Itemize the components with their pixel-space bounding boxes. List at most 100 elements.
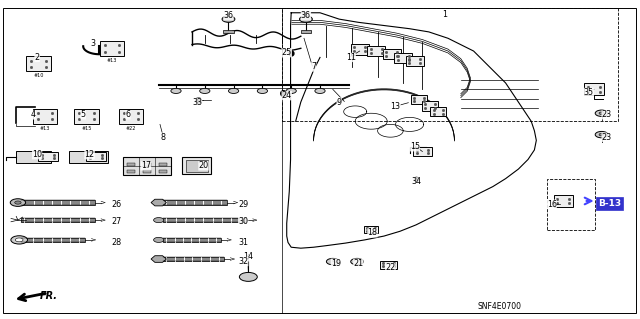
Text: 15: 15 bbox=[410, 142, 420, 151]
Text: 4: 4 bbox=[31, 110, 36, 119]
Text: 9: 9 bbox=[337, 98, 342, 107]
Text: 24: 24 bbox=[282, 91, 292, 100]
Text: 3: 3 bbox=[90, 39, 95, 48]
Text: 33: 33 bbox=[192, 98, 202, 107]
Bar bbox=[74, 109, 99, 124]
Bar bbox=[554, 195, 573, 207]
Bar bbox=[69, 151, 108, 163]
Text: 20: 20 bbox=[198, 161, 209, 170]
Text: #15: #15 bbox=[81, 126, 92, 131]
Text: FR.: FR. bbox=[40, 291, 58, 301]
Text: 28: 28 bbox=[111, 238, 122, 247]
Bar bbox=[163, 257, 224, 261]
Bar bbox=[431, 107, 447, 116]
Text: 2: 2 bbox=[35, 53, 40, 62]
Circle shape bbox=[599, 133, 604, 136]
Bar bbox=[367, 46, 385, 56]
Text: 16: 16 bbox=[547, 200, 557, 209]
Bar bbox=[123, 157, 171, 175]
Circle shape bbox=[11, 236, 28, 244]
Bar bbox=[21, 201, 95, 205]
Bar bbox=[127, 163, 135, 166]
Circle shape bbox=[351, 258, 364, 265]
Text: 6: 6 bbox=[125, 110, 131, 119]
Bar bbox=[182, 157, 211, 174]
Bar bbox=[412, 95, 428, 104]
Bar bbox=[584, 83, 604, 95]
Circle shape bbox=[595, 110, 608, 116]
Bar bbox=[119, 109, 143, 124]
Circle shape bbox=[257, 88, 268, 93]
Bar bbox=[422, 101, 438, 111]
Text: 8: 8 bbox=[161, 133, 166, 142]
Text: 14: 14 bbox=[243, 252, 253, 261]
Bar bbox=[21, 218, 95, 222]
Text: #10: #10 bbox=[33, 73, 44, 78]
Bar bbox=[16, 151, 51, 163]
Bar bbox=[21, 238, 85, 242]
Bar bbox=[547, 179, 595, 230]
Bar bbox=[159, 163, 167, 166]
Text: 36: 36 bbox=[223, 11, 234, 20]
Text: 10: 10 bbox=[32, 150, 42, 159]
Bar bbox=[301, 30, 311, 33]
Text: 27: 27 bbox=[111, 217, 122, 226]
Circle shape bbox=[239, 272, 257, 281]
Text: 13: 13 bbox=[390, 102, 401, 111]
Bar bbox=[38, 152, 58, 161]
Text: 23: 23 bbox=[602, 133, 612, 142]
Bar bbox=[26, 56, 51, 71]
Circle shape bbox=[171, 88, 181, 93]
Text: 11: 11 bbox=[346, 53, 356, 62]
Text: 26: 26 bbox=[111, 200, 122, 209]
Circle shape bbox=[228, 88, 239, 93]
Text: 19: 19 bbox=[331, 259, 341, 268]
Text: 12: 12 bbox=[84, 150, 95, 159]
Polygon shape bbox=[151, 256, 166, 262]
Text: 21: 21 bbox=[353, 259, 364, 268]
Circle shape bbox=[286, 88, 296, 93]
Bar bbox=[163, 201, 227, 205]
Bar bbox=[143, 170, 151, 173]
Circle shape bbox=[326, 258, 339, 265]
Circle shape bbox=[154, 218, 164, 223]
Text: 23: 23 bbox=[602, 110, 612, 119]
Text: 7: 7 bbox=[311, 63, 316, 71]
Polygon shape bbox=[151, 199, 166, 206]
Circle shape bbox=[599, 112, 604, 115]
Bar bbox=[364, 226, 378, 233]
Bar bbox=[163, 238, 221, 242]
Circle shape bbox=[15, 201, 21, 204]
Bar bbox=[86, 152, 106, 161]
Text: B-13: B-13 bbox=[598, 199, 621, 208]
Bar bbox=[351, 44, 369, 55]
Bar bbox=[163, 218, 246, 222]
Text: 18: 18 bbox=[367, 228, 378, 237]
Circle shape bbox=[222, 16, 235, 22]
Circle shape bbox=[10, 199, 26, 206]
Text: 34: 34 bbox=[411, 177, 421, 186]
Bar bbox=[127, 170, 135, 173]
Bar bbox=[282, 8, 618, 121]
Bar bbox=[223, 30, 234, 33]
Text: 30: 30 bbox=[238, 217, 248, 226]
Text: 32: 32 bbox=[238, 257, 248, 266]
Bar bbox=[186, 160, 208, 172]
Bar bbox=[413, 147, 432, 156]
Text: #13: #13 bbox=[40, 126, 50, 131]
Circle shape bbox=[595, 131, 608, 138]
Text: 1: 1 bbox=[442, 10, 447, 19]
Bar bbox=[394, 53, 412, 63]
Text: 17: 17 bbox=[141, 161, 151, 170]
Bar bbox=[159, 170, 167, 173]
Text: 5: 5 bbox=[81, 110, 86, 119]
Text: 22: 22 bbox=[385, 263, 396, 272]
Text: 36: 36 bbox=[301, 11, 311, 20]
Circle shape bbox=[200, 88, 210, 93]
Text: 35: 35 bbox=[584, 88, 594, 97]
Text: 29: 29 bbox=[238, 200, 248, 209]
Circle shape bbox=[315, 88, 325, 93]
Bar bbox=[383, 49, 401, 59]
Circle shape bbox=[15, 238, 23, 242]
Circle shape bbox=[154, 237, 164, 242]
